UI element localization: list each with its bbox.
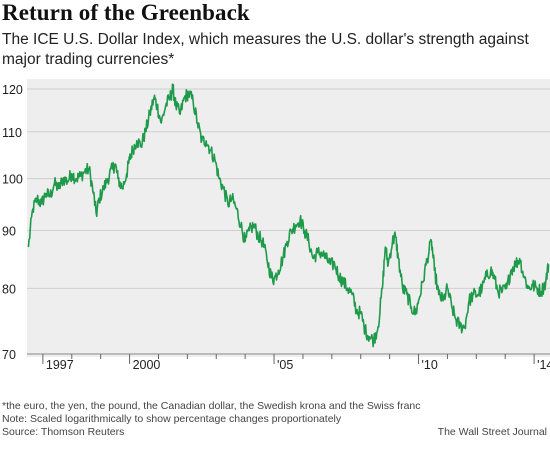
x-tick-label: 2000 (133, 358, 161, 372)
footnote-scale: Note: Scaled logarithmically to show per… (2, 413, 342, 425)
y-tick-label: 80 (2, 282, 16, 296)
x-axis-ticks: 1997 2000 '05 '10 '14 (42, 354, 550, 372)
y-tick-label: 70 (2, 348, 16, 362)
footnote-currencies: *the euro, the yen, the pound, the Canad… (2, 400, 421, 412)
line-chart: 120 110 100 90 80 70 1997 2000 '05 '10 '14 (2, 79, 550, 372)
series-line-dollar-index (27, 83, 550, 348)
x-tick-label: '05 (277, 358, 293, 372)
y-tick-label: 90 (2, 224, 16, 238)
publisher-credit: The Wall Street Journal (437, 426, 547, 438)
y-tick-label: 110 (2, 126, 22, 140)
x-tick-label: '14 (537, 358, 550, 372)
footnotes: *the euro, the yen, the pound, the Canad… (2, 400, 548, 439)
plot-background (27, 79, 550, 357)
footnote-source: Source: Thomson Reuters (2, 426, 125, 438)
chart-title: Return of the Greenback (2, 0, 250, 25)
x-tick-label: 1997 (46, 358, 74, 372)
y-tick-label: 120 (2, 83, 23, 97)
y-tick-label: 100 (2, 173, 23, 187)
chart-subtitle: The ICE U.S. Dollar Index, which measure… (2, 31, 529, 68)
grid-lines (27, 88, 550, 355)
y-axis-ticks: 120 110 100 90 80 70 (2, 83, 23, 362)
x-tick-label: '10 (422, 358, 438, 372)
